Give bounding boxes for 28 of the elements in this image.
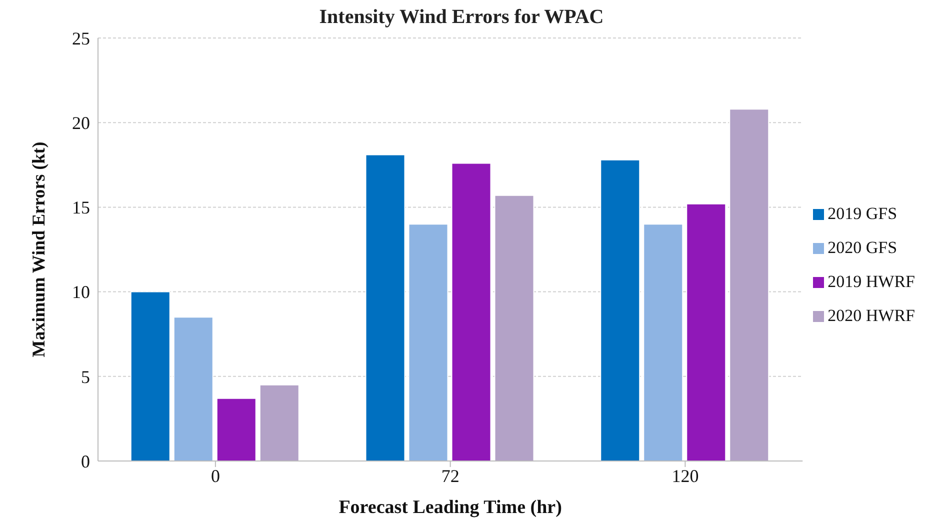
bar — [130, 291, 170, 461]
bar — [686, 203, 726, 461]
x-tick-label: 120 — [672, 466, 699, 486]
bar — [173, 316, 214, 461]
y-tick-label: 10 — [72, 282, 90, 302]
x-tick-label: 72 — [441, 466, 460, 486]
bar — [494, 194, 534, 461]
y-tick-label: 15 — [72, 198, 90, 218]
y-tick-label: 0 — [81, 451, 90, 472]
bar — [259, 384, 300, 461]
x-tick-label: 0 — [210, 466, 220, 486]
legend-label: 2019 GFS — [828, 204, 898, 222]
bar — [216, 398, 256, 461]
y-tick-label: 20 — [72, 112, 90, 133]
y-tick-label: 5 — [81, 366, 90, 387]
bar — [600, 159, 640, 461]
legend-label: 2020 HWRF — [828, 306, 915, 324]
x-axis-title: Forecast Leading Time (hr) — [338, 497, 562, 518]
legend-label: 2019 HWRF — [828, 272, 915, 290]
bar — [643, 224, 684, 461]
legend-label: 2020 GFS — [828, 238, 898, 256]
y-tick-label: 25 — [72, 28, 90, 48]
bar — [729, 108, 770, 461]
bar — [408, 224, 448, 461]
y-axis-title: Maximum Wind Errors (kt) — [28, 142, 48, 358]
bar — [365, 154, 406, 461]
bar — [451, 162, 492, 461]
chart-title: Intensity Wind Errors for WPAC — [318, 6, 605, 29]
